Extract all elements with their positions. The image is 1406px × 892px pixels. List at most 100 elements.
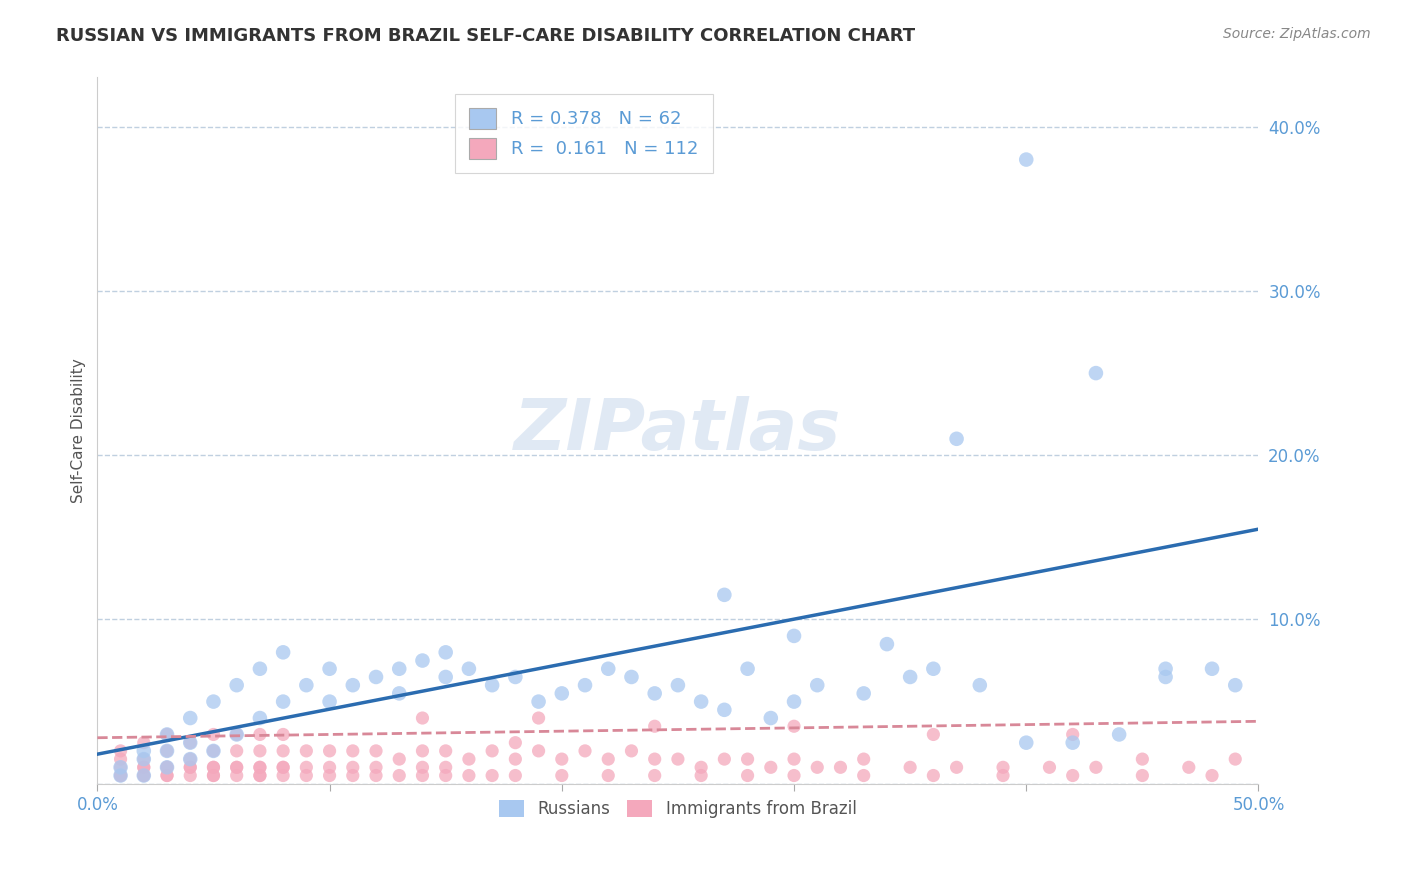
- Point: [132, 736, 155, 750]
- Point: [1201, 662, 1223, 676]
- Point: [737, 662, 759, 676]
- Point: [481, 768, 503, 782]
- Point: [574, 744, 596, 758]
- Point: [759, 711, 782, 725]
- Point: [202, 768, 225, 782]
- Point: [156, 760, 179, 774]
- Point: [1062, 727, 1084, 741]
- Point: [505, 736, 527, 750]
- Point: [364, 768, 387, 782]
- Point: [225, 744, 247, 758]
- Point: [156, 744, 179, 758]
- Point: [551, 752, 574, 766]
- Point: [202, 695, 225, 709]
- Point: [1225, 752, 1247, 766]
- Point: [295, 678, 318, 692]
- Point: [225, 727, 247, 741]
- Point: [225, 760, 247, 774]
- Point: [783, 719, 806, 733]
- Point: [179, 736, 201, 750]
- Point: [1015, 153, 1038, 167]
- Point: [898, 670, 921, 684]
- Point: [783, 752, 806, 766]
- Point: [179, 760, 201, 774]
- Point: [434, 760, 457, 774]
- Point: [783, 695, 806, 709]
- Point: [225, 727, 247, 741]
- Point: [342, 678, 364, 692]
- Text: RUSSIAN VS IMMIGRANTS FROM BRAZIL SELF-CARE DISABILITY CORRELATION CHART: RUSSIAN VS IMMIGRANTS FROM BRAZIL SELF-C…: [56, 27, 915, 45]
- Point: [271, 760, 294, 774]
- Point: [991, 768, 1014, 782]
- Point: [179, 752, 201, 766]
- Point: [110, 768, 132, 782]
- Point: [737, 752, 759, 766]
- Point: [458, 662, 481, 676]
- Point: [1225, 678, 1247, 692]
- Point: [1130, 768, 1153, 782]
- Point: [737, 768, 759, 782]
- Point: [110, 744, 132, 758]
- Point: [411, 744, 433, 758]
- Point: [271, 768, 294, 782]
- Point: [1178, 760, 1201, 774]
- Point: [342, 744, 364, 758]
- Point: [225, 768, 247, 782]
- Point: [202, 727, 225, 741]
- Point: [505, 752, 527, 766]
- Point: [225, 678, 247, 692]
- Point: [1062, 736, 1084, 750]
- Point: [505, 670, 527, 684]
- Point: [179, 768, 201, 782]
- Point: [852, 768, 875, 782]
- Point: [271, 760, 294, 774]
- Point: [249, 744, 271, 758]
- Point: [388, 768, 411, 782]
- Point: [690, 768, 713, 782]
- Point: [434, 645, 457, 659]
- Point: [202, 760, 225, 774]
- Point: [991, 760, 1014, 774]
- Point: [132, 752, 155, 766]
- Point: [110, 768, 132, 782]
- Point: [179, 711, 201, 725]
- Point: [1084, 760, 1107, 774]
- Point: [644, 752, 666, 766]
- Text: ZIPatlas: ZIPatlas: [515, 396, 842, 465]
- Point: [388, 752, 411, 766]
- Point: [666, 678, 689, 692]
- Point: [713, 752, 735, 766]
- Point: [620, 670, 643, 684]
- Point: [1154, 662, 1177, 676]
- Point: [806, 678, 828, 692]
- Point: [271, 645, 294, 659]
- Point: [505, 768, 527, 782]
- Point: [527, 744, 550, 758]
- Point: [1201, 768, 1223, 782]
- Point: [179, 752, 201, 766]
- Point: [156, 727, 179, 741]
- Point: [110, 768, 132, 782]
- Point: [132, 760, 155, 774]
- Point: [132, 760, 155, 774]
- Point: [295, 744, 318, 758]
- Point: [225, 760, 247, 774]
- Point: [364, 744, 387, 758]
- Point: [806, 760, 828, 774]
- Point: [598, 768, 620, 782]
- Point: [202, 744, 225, 758]
- Point: [481, 678, 503, 692]
- Point: [1154, 670, 1177, 684]
- Point: [1108, 727, 1130, 741]
- Point: [411, 711, 433, 725]
- Legend: Russians, Immigrants from Brazil: Russians, Immigrants from Brazil: [492, 793, 863, 825]
- Point: [179, 736, 201, 750]
- Point: [551, 768, 574, 782]
- Point: [644, 719, 666, 733]
- Point: [202, 768, 225, 782]
- Point: [342, 760, 364, 774]
- Point: [434, 768, 457, 782]
- Point: [1038, 760, 1060, 774]
- Point: [388, 662, 411, 676]
- Point: [411, 768, 433, 782]
